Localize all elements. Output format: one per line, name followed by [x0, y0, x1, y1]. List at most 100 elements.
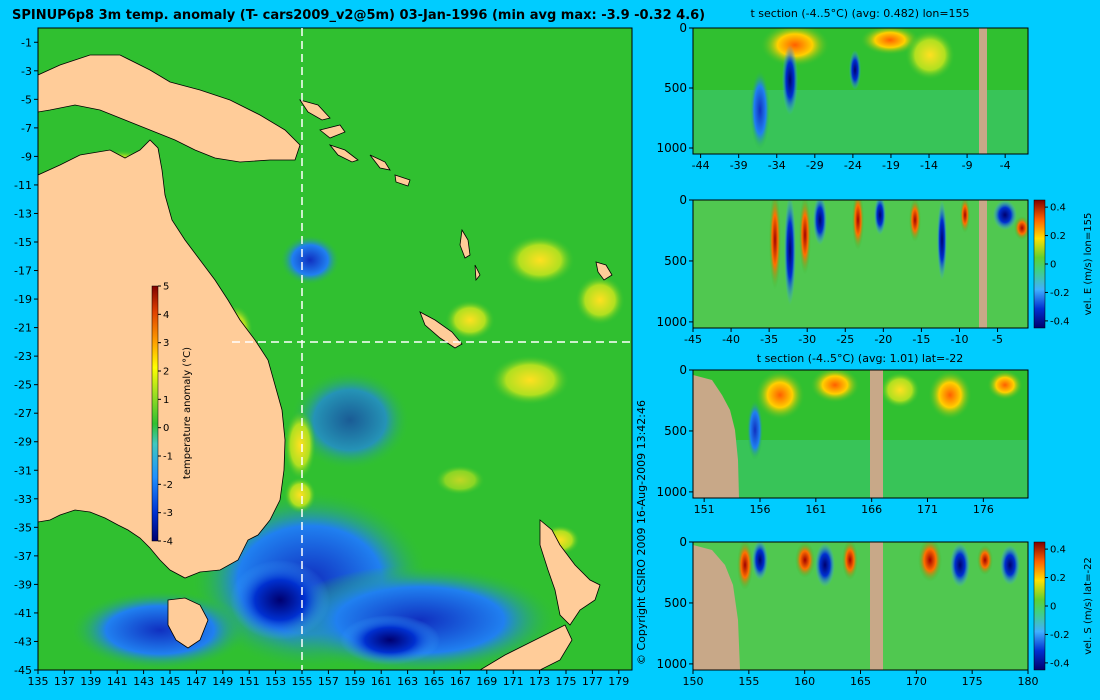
vel-s-red-1: [737, 542, 753, 590]
t-section-lat-y-tick-label: 1000: [656, 485, 687, 499]
vel-e-section-x-tick-label: -20: [874, 333, 892, 346]
anomaly-cold-coral: [280, 235, 340, 285]
t-section-lat-x-ticks: 151 156 161 166 171 176: [694, 498, 994, 516]
vel-e-colorbar-tick-label: -0.2: [1050, 288, 1070, 299]
t-section-lat-x-tick-label: 171: [917, 503, 938, 516]
vel-e-section-x-tick-label: -35: [760, 333, 778, 346]
anomaly-warm-eddy: [284, 477, 316, 513]
map-x-tick-label: 153: [265, 675, 286, 688]
vel-e-colorbar-gradient: [1033, 199, 1046, 329]
anomaly-warm-east: [490, 355, 570, 405]
vel-e-red-1: [769, 200, 781, 290]
t-section-lat-x-tick-label: 151: [694, 503, 715, 516]
map-y-tick-label: -3: [21, 65, 32, 78]
vel-e-red-5: [960, 200, 970, 233]
map-y-tick-label: -45: [14, 664, 32, 677]
land-bismarck: [299, 99, 346, 139]
map-colorbar-gradient: [151, 285, 159, 542]
vel-e-colorbar-ticks: 0.4 0.2 0 -0.2 -0.4: [1045, 203, 1070, 327]
map-x-tick-label: 137: [54, 675, 75, 688]
map-y-tick-label: -37: [14, 550, 32, 563]
t-section-lat-warm-2: [810, 370, 860, 403]
t-section-lon-panel: t section (-4..5°C) (avg: 0.482) lon=155…: [656, 7, 1029, 172]
t-section-lon-x-tick-label: -19: [882, 159, 900, 172]
vel-e-section-y-ticks: 0 500 1000: [656, 193, 693, 329]
main-title: SPINUP6p8 3m temp. anomaly (T- cars2009_…: [12, 8, 705, 23]
vel-e-section-x-ticks: -45 -40 -35 -30 -25 -20 -15 -10 -5: [684, 328, 1003, 346]
t-section-lon-y-tick-label: 0: [679, 21, 687, 35]
map-colorbar-tick-label: 0: [163, 423, 169, 434]
t-section-lon-x-tick-label: -14: [920, 159, 938, 172]
map-y-tick-label: -19: [14, 293, 32, 306]
map-x-tick-label: 165: [424, 675, 445, 688]
t-section-lon-x-tick-label: -44: [692, 159, 710, 172]
t-section-lat-land-shelf: [693, 375, 739, 498]
vel-s-section-x-tick-label: 170: [906, 675, 927, 688]
vel-e-section-x-tick-label: -5: [992, 333, 1003, 346]
land-solomons: [328, 144, 411, 187]
vel-s-section-x-tick-label: 180: [1018, 675, 1039, 688]
map-y-tick-label: -7: [21, 122, 32, 135]
anomaly-cold-southwest: [70, 590, 250, 670]
land: [38, 54, 613, 670]
t-section-lon-x-tick-label: -9: [962, 159, 973, 172]
vel-e-colorbar-tick-label: 0: [1050, 260, 1056, 271]
map-panel: 135 137 139 141 143 145 147 149 151 153 155 157 159 1…: [14, 27, 648, 688]
map-x-tick-label: 161: [371, 675, 392, 688]
vel-s-section-land-shelf: [693, 545, 740, 670]
land-new-zealand-north: [539, 519, 601, 626]
vel-s-red-2: [795, 542, 815, 578]
vel-s-section-x-tick-label: 160: [794, 675, 815, 688]
vel-e-section-x-tick-label: -30: [798, 333, 816, 346]
vel-e-colorbar-tick-label: -0.4: [1050, 316, 1070, 327]
vel-e-section-x-tick-label: -25: [836, 333, 854, 346]
vel-s-section-x-tick-label: 155: [738, 675, 759, 688]
t-section-lat-land-ridge: [870, 370, 883, 498]
t-section-lon-x-tick-label: -34: [768, 159, 786, 172]
map-y-tick-label: -31: [14, 464, 32, 477]
land-fiji: [595, 261, 613, 281]
vel-s-navy-1: [752, 542, 768, 580]
t-section-lon-y-tick-label: 500: [664, 81, 687, 95]
t-section-lon-title: t section (-4..5°C) (avg: 0.482) lon=155: [750, 7, 969, 20]
map-colorbar-tick-label: -4: [163, 537, 173, 548]
map-y-tick-label: -39: [14, 578, 32, 591]
vel-s-colorbar-tick-label: 0.2: [1050, 573, 1066, 584]
t-section-lat-panel: t section (-4..5°C) (avg: 1.01) lat=-22 …: [656, 352, 1029, 516]
anomaly-cold-deep-2: [340, 615, 440, 665]
land-vanuatu: [459, 228, 481, 282]
map-y-tick-label: -17: [14, 265, 32, 278]
t-section-lat-x-tick-label: 156: [750, 503, 771, 516]
map-x-tick-label: 175: [556, 675, 577, 688]
map-x-tick-label: 149: [212, 675, 233, 688]
vel-e-red-6: [1014, 216, 1028, 240]
map-y-tick-label: -35: [14, 521, 32, 534]
vel-s-colorbar-tick-label: 0.4: [1050, 545, 1066, 556]
map-y-tick-label: -15: [14, 236, 32, 249]
vel-e-section-frame: [692, 199, 1029, 329]
t-section-lat-x-tick-label: 176: [973, 503, 994, 516]
map-colorbar-tick-label: 1: [163, 395, 169, 406]
t-section-lat-x-tick-label: 161: [805, 503, 826, 516]
t-section-lon-warm-3: [905, 30, 955, 80]
vel-e-colorbar-label: vel. E (m/s) lon=155: [1083, 213, 1094, 316]
land-new-zealand-south: [479, 624, 573, 670]
map-y-tick-label: -27: [14, 407, 32, 420]
vel-e-section-x-tick-label: -15: [912, 333, 930, 346]
vel-e-section-x-tick-label: -10: [950, 333, 968, 346]
map-x-tick-label: 139: [80, 675, 101, 688]
t-section-lon-deep: [693, 90, 1028, 154]
map-y-tick-label: -5: [21, 93, 32, 106]
t-section-lon-frame: [692, 27, 1029, 155]
map-y-tick-label: -9: [21, 150, 32, 163]
map-x-tick-label: 147: [186, 675, 207, 688]
vel-e-section-y-tick-label: 500: [664, 254, 687, 268]
land-new-guinea: [38, 54, 301, 163]
map-y-tick-label: -41: [14, 607, 32, 620]
vel-e-navy-1: [784, 200, 796, 305]
map-x-tick-label: 135: [28, 675, 49, 688]
map-x-tick-label: 179: [608, 675, 629, 688]
vel-s-section-y-tick-label: 0: [679, 535, 687, 549]
vel-e-section-y-tick-label: 0: [679, 193, 687, 207]
vel-s-colorbar-label: vel. S (m/s) lat=-22: [1083, 557, 1094, 655]
